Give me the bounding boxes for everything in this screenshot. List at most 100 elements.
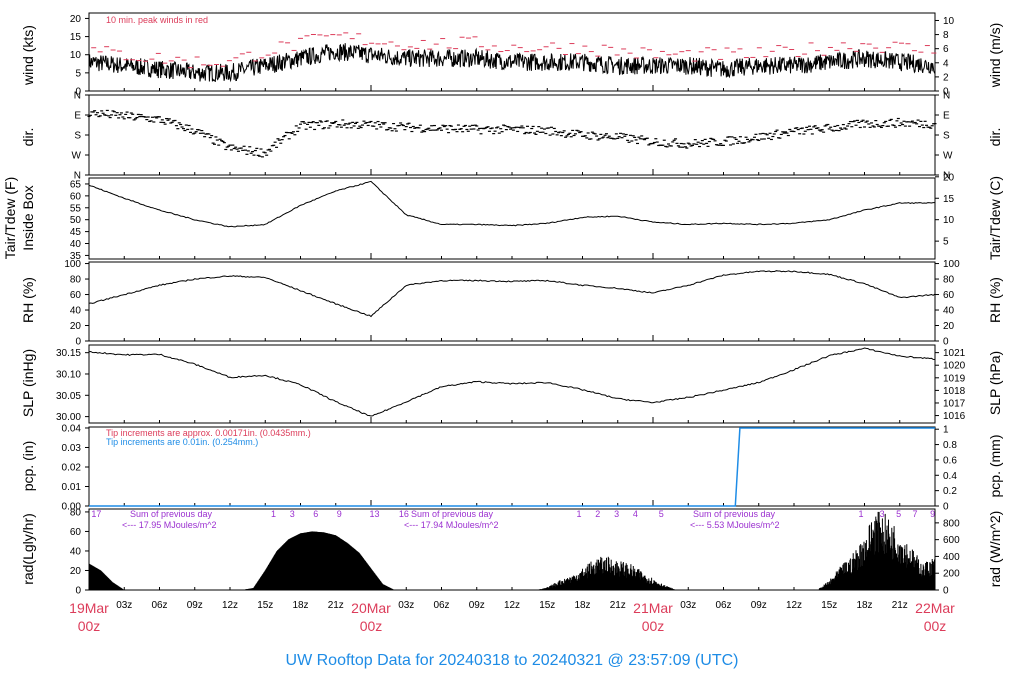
wind-ytick-label-left: 15 (70, 32, 82, 43)
rh-ytick-label-left: 60 (70, 290, 82, 301)
rh-series-line (88, 270, 936, 318)
wind-ytick-label-right: 8 (943, 30, 949, 41)
pcp-ytick-label-left: 0.04 (62, 423, 82, 434)
hour-tick-label: 06z (433, 600, 449, 611)
rh-ytick-label-right: 20 (943, 321, 955, 332)
slp-ytick-label-right: 1017 (943, 398, 966, 409)
slp-ylabel-right: SLP (hPa) (987, 351, 1003, 415)
rh-ytick-label-left: 100 (64, 259, 81, 270)
temp-ytick-label-left: 35 (70, 251, 82, 262)
day-label-4-date: 22Mar (915, 600, 955, 616)
rad-hour-mark: 4 (633, 509, 638, 519)
panels: 03z 06z 09z 12z 15z 18z 21z 03z 06z 09z 12z 15z 18z 2… (56, 12, 966, 611)
day-label-3-date: 21Mar (633, 600, 673, 616)
rad-hour-mark: 3 (614, 509, 619, 519)
slp-ytick-label-right: 1016 (943, 411, 966, 422)
temp-ytick-label-right: 15 (943, 194, 955, 205)
rad-hour-mark: 5 (659, 509, 664, 519)
hour-tick-label: 15z (821, 600, 837, 611)
rad-ytick-label-left: 0 (75, 586, 81, 597)
rad-hour-mark: 16 (399, 509, 409, 519)
pcp-ytick-label-right: 0.2 (943, 486, 957, 497)
dir-panel-frame (88, 94, 936, 176)
rad-sum-label-3: Sum of previous day (693, 509, 776, 519)
rad-ytick-label-left: 40 (70, 546, 82, 557)
hour-tick-label: 15z (539, 600, 555, 611)
hour-tick-label: 06z (715, 600, 731, 611)
rad-ytick-label-right: 600 (943, 535, 960, 546)
temp-ytick-label-left: 60 (70, 191, 82, 202)
wind-ytick-label-left: 0 (75, 87, 81, 98)
hour-tick-label: 18z (292, 600, 308, 611)
slp-ytick-label-right: 1019 (943, 373, 966, 384)
rad-ylabel-right: rad (W/m^2) (987, 511, 1003, 588)
hour-tick-label: 21z (892, 600, 908, 611)
rad-hour-mark: 13 (370, 509, 380, 519)
rh-ytick-label-left: 40 (70, 306, 82, 317)
wind-ytick-label-right: 6 (943, 44, 949, 55)
rh-panel-frame (88, 261, 936, 342)
dir-ytick-label-right: N (943, 171, 950, 182)
pcp-ytick-label-left: 0.01 (62, 482, 82, 493)
temp-ylabel-right: Tair/Tdew (C) (987, 176, 1003, 260)
slp-panel-frame (88, 344, 936, 424)
dir-ytick-label-left: S (74, 131, 81, 142)
pcp-ytick-label-left: 0.02 (62, 462, 82, 473)
wind-ylabel-left: wind (kts) (20, 25, 36, 86)
pcp-ytick-label-left: 0.00 (62, 502, 82, 513)
hour-tick-label: 15z (257, 600, 273, 611)
wind-ytick-label-left: 10 (70, 50, 82, 61)
pcp-series-line (89, 427, 935, 507)
slp-ytick-label-left: 30.15 (56, 348, 81, 359)
rh-ytick-label-right: 40 (943, 306, 955, 317)
chart-title: UW Rooftop Data for 20240318 to 20240321… (286, 652, 739, 669)
day-label-3-hour: 00z (642, 618, 665, 634)
dir-ytick-label-left: N (74, 91, 81, 102)
hour-tick-label: 03z (680, 600, 696, 611)
day-label-2-hour: 00z (360, 618, 383, 634)
day-label-1-hour: 00z (78, 618, 101, 634)
wind-note: 10 min. peak winds in red (106, 15, 208, 25)
rh-ytick-label-right: 100 (943, 259, 960, 270)
pcp-ytick-label-left: 0.03 (62, 443, 82, 454)
hour-tick-label: 21z (610, 600, 626, 611)
temp-ytick-label-left: 65 (70, 179, 82, 190)
hour-tick-label: 09z (469, 600, 485, 611)
pcp-ytick-label-right: 0.6 (943, 455, 957, 466)
rad-hour-mark: 1 (858, 509, 863, 519)
rh-ytick-label-right: 0 (943, 337, 949, 348)
dir-ytick-label-left: W (72, 151, 82, 162)
wind-ytick-label-right: 0 (943, 87, 949, 98)
wind-ytick-label-left: 5 (75, 68, 81, 79)
slp-ytick-label-right: 1021 (943, 348, 966, 359)
rad-hour-mark: 1 (271, 509, 276, 519)
rad-sum-label-2: Sum of previous day (411, 509, 494, 519)
wind-ytick-label-right: 2 (943, 72, 949, 83)
slp-series-line (88, 347, 936, 417)
slp-ytick-label-left: 30.00 (56, 412, 81, 423)
wind-series-line (88, 43, 936, 83)
hour-tick-label: 18z (856, 600, 872, 611)
temp-panel-frame (88, 177, 936, 260)
dir-ylabel-left: dir. (20, 128, 36, 147)
temp-series-line (88, 180, 935, 228)
day-label-1-date: 19Mar (69, 600, 109, 616)
slp-ytick-label-left: 30.05 (56, 391, 81, 402)
rad-ytick-label-right: 800 (943, 518, 960, 529)
rad-ytick-label-left: 60 (70, 527, 82, 538)
dir-ytick-label-right: W (943, 151, 953, 162)
pcp-note-2: Tip increments are 0.01in. (0.254mm.) (106, 437, 258, 447)
rad-hour-mark: 9 (337, 509, 342, 519)
temp-ytick-label-left: 50 (70, 215, 82, 226)
temp-ytick-label-right: 5 (943, 237, 949, 248)
slp-ylabel-left: SLP (inHg) (20, 349, 36, 417)
rh-ytick-label-left: 20 (70, 321, 82, 332)
rad-sum-value-2: <--- 17.94 MJoules/m^2 (404, 520, 499, 530)
rad-hour-mark: 2 (595, 509, 600, 519)
pcp-ytick-label-right: 1 (943, 425, 949, 436)
rh-ytick-label-left: 0 (75, 337, 81, 348)
slp-ytick-label-left: 30.10 (56, 369, 81, 380)
hour-tick-label: 03z (116, 600, 132, 611)
wind-ytick-label-left: 20 (70, 14, 82, 25)
rad-ytick-label-left: 20 (70, 566, 82, 577)
